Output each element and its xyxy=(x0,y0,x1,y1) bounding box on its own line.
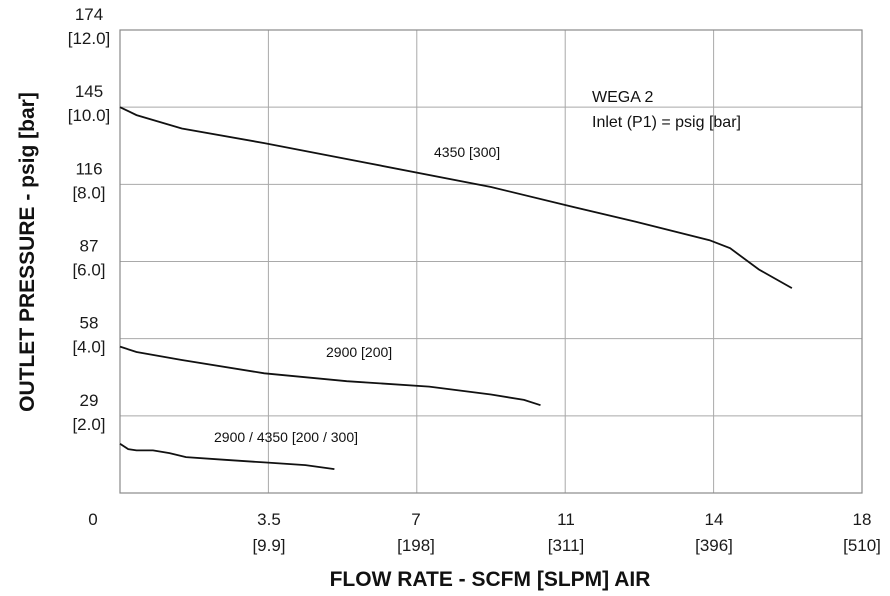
legend-title: WEGA 2 xyxy=(592,89,653,106)
grid xyxy=(119,29,863,493)
curve-2900-200 xyxy=(119,345,541,407)
y-tick-label: 29 xyxy=(80,391,99,410)
x-tick-label: 11 xyxy=(557,510,575,529)
x-tick-label-slpm: [510] xyxy=(843,536,881,555)
series-label: 4350 [300] xyxy=(434,144,500,160)
y-tick-label: 116 xyxy=(75,159,102,178)
y-tick-label-bar: [6.0] xyxy=(72,261,105,280)
x-tick-label: 3.5 xyxy=(257,510,281,529)
x-tick-label: 14 xyxy=(705,510,724,529)
y-tick-labels: 174 [12.0] 145 [10.0] 116 [8.0] 87 [6.0] 58 [4.0]… xyxy=(68,5,111,434)
plot-frame xyxy=(119,29,863,494)
y-tick-label-bar: [2.0] xyxy=(72,415,105,434)
curves xyxy=(119,106,793,470)
y-axis-title: OUTLET PRESSURE - psig [bar] xyxy=(16,92,39,412)
y-tick-label: 58 xyxy=(80,314,99,333)
curve-2900-4350 xyxy=(119,443,335,470)
x-tick-label-slpm: [311] xyxy=(548,536,585,555)
x-tick-label: 7 xyxy=(411,510,420,529)
x-tick-labels: 0 3.5 [9.9] 7 [198] 11 [311] 14 [396] 18 [510] xyxy=(88,510,881,555)
y-tick-label-bar: [8.0] xyxy=(72,183,105,202)
y-tick-label: 174 xyxy=(75,5,103,24)
x-tick-label-slpm: [9.9] xyxy=(252,536,285,555)
x-tick-label: 18 xyxy=(853,510,872,529)
y-tick-label-bar: [10.0] xyxy=(68,106,111,125)
x-axis-title: FLOW RATE - SCFM [SLPM] AIR xyxy=(330,568,651,591)
series-label: 2900 [200] xyxy=(326,344,392,360)
y-tick-label: 145 xyxy=(75,82,103,101)
y-tick-label-bar: [4.0] xyxy=(72,338,105,357)
y-tick-label: 87 xyxy=(80,237,99,256)
curve-4350-300 xyxy=(119,106,793,289)
series-labels: 4350 [300] 2900 [200] 2900 / 4350 [200 / 3… xyxy=(214,144,500,445)
legend-inlet-label: Inlet (P1) = psig [bar] xyxy=(592,114,741,131)
x-tick-label-slpm: [396] xyxy=(695,536,733,555)
y-tick-label-bar: [12.0] xyxy=(68,29,111,48)
x-tick-label: 0 xyxy=(88,510,97,529)
series-label: 2900 / 4350 [200 / 300] xyxy=(214,429,358,445)
x-tick-label-slpm: [198] xyxy=(397,536,435,555)
